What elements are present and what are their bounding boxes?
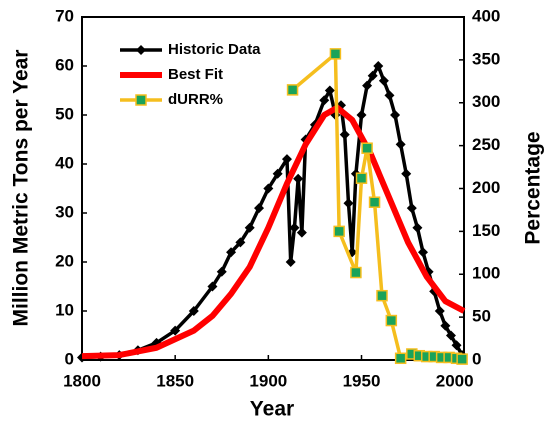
marker xyxy=(440,320,451,331)
legend-marker xyxy=(136,45,146,55)
marker xyxy=(394,352,407,365)
legend-label: dURR% xyxy=(168,91,223,108)
marker xyxy=(263,183,274,194)
marker xyxy=(395,139,406,150)
y2-tick-label: 150 xyxy=(472,221,500,240)
marker xyxy=(339,129,350,140)
y-tick-label: 30 xyxy=(55,202,74,221)
marker xyxy=(272,168,283,179)
legend-marker xyxy=(135,94,147,106)
marker xyxy=(226,247,237,258)
marker xyxy=(188,306,199,316)
y-tick-label: 50 xyxy=(55,104,74,123)
marker xyxy=(412,222,423,233)
marker xyxy=(445,330,456,341)
y-tick-label: 0 xyxy=(65,349,74,368)
marker xyxy=(347,247,358,258)
y-tick-label: 70 xyxy=(55,6,74,25)
y-tick-label: 10 xyxy=(55,300,74,319)
marker xyxy=(390,110,401,120)
marker xyxy=(373,61,384,71)
marker xyxy=(296,227,307,238)
marker xyxy=(285,257,296,267)
x-axis-label: Year xyxy=(250,398,294,421)
y-tick-label: 60 xyxy=(55,55,74,74)
marker xyxy=(293,173,304,184)
y-axis-label: Million Metric Tons per Year xyxy=(10,50,33,327)
y2-axis-label: Percentage xyxy=(522,131,545,244)
y2-tick-label: 250 xyxy=(472,135,500,154)
marker xyxy=(244,222,255,233)
marker xyxy=(361,142,373,154)
marker xyxy=(356,110,367,120)
marker xyxy=(170,325,181,336)
y2-tick-label: 100 xyxy=(472,264,500,283)
marker xyxy=(289,222,300,233)
legend-label: Historic Data xyxy=(168,41,261,58)
y2-tick-label: 50 xyxy=(472,307,491,326)
marker xyxy=(319,95,330,106)
y2-tick-label: 200 xyxy=(472,178,500,197)
legend-label: Best Fit xyxy=(168,66,223,83)
series-line xyxy=(81,104,466,360)
marker xyxy=(329,48,342,60)
x-tick-label: 1900 xyxy=(249,371,287,390)
x-tick-label: 1850 xyxy=(156,371,194,390)
marker xyxy=(333,225,345,238)
marker xyxy=(451,340,462,351)
marker xyxy=(376,289,388,302)
marker xyxy=(216,266,227,277)
y2-tick-label: 0 xyxy=(472,349,481,368)
y2-tick-label: 400 xyxy=(472,6,500,25)
marker xyxy=(378,75,389,86)
marker xyxy=(343,198,354,209)
marker xyxy=(367,70,378,81)
marker xyxy=(434,306,445,316)
x-tick-label: 1800 xyxy=(63,371,101,390)
marker xyxy=(385,314,398,327)
marker xyxy=(418,247,429,258)
marker xyxy=(406,203,417,214)
x-tick-label: 1950 xyxy=(343,371,381,390)
marker xyxy=(324,85,335,96)
marker xyxy=(368,196,381,208)
marker xyxy=(286,84,299,96)
marker xyxy=(235,237,246,248)
marker xyxy=(401,168,412,179)
marker xyxy=(350,266,362,279)
marker xyxy=(384,90,395,101)
y-tick-label: 40 xyxy=(55,153,74,172)
y2-tick-label: 300 xyxy=(472,92,500,111)
marker xyxy=(362,80,373,91)
marker xyxy=(456,353,468,365)
marker xyxy=(281,154,292,165)
y2-tick-label: 350 xyxy=(472,49,500,68)
marker xyxy=(207,281,218,292)
y-tick-label: 20 xyxy=(55,251,74,270)
marker xyxy=(254,203,265,214)
x-tick-label: 2000 xyxy=(436,371,474,390)
marker xyxy=(355,172,368,184)
